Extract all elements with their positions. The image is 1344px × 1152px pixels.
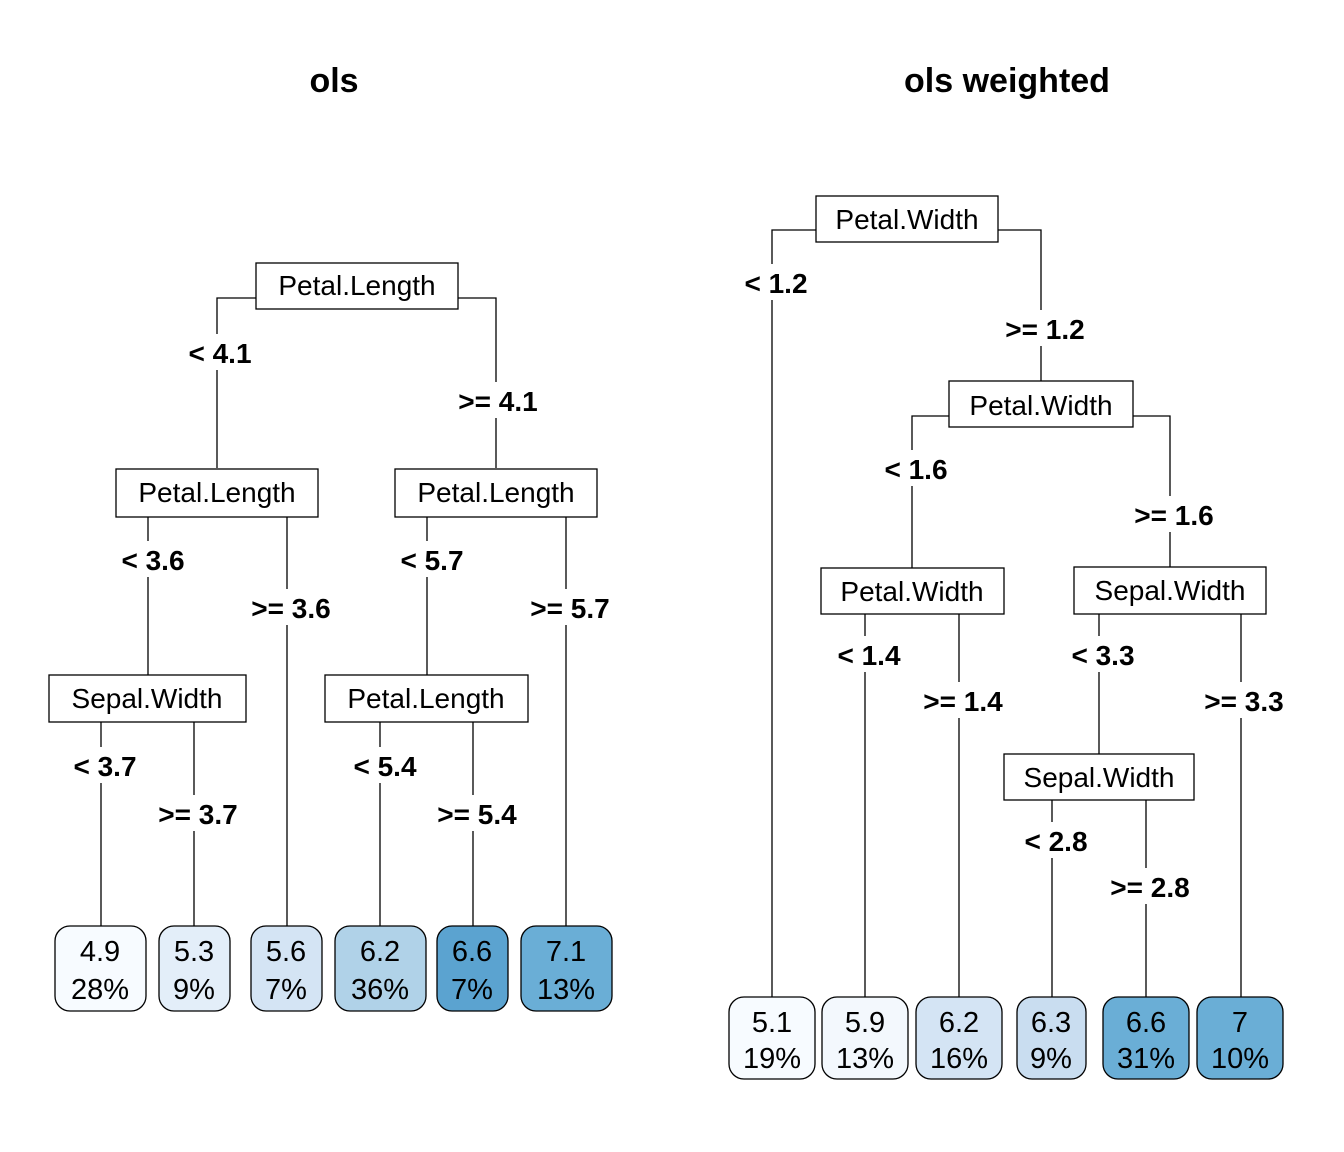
split-condition: < 5.4 [353, 751, 416, 782]
split-condition: >= 2.8 [1110, 872, 1189, 903]
split-variable: Sepal.Width [72, 683, 223, 714]
leaf-node: 4.9 28% [54, 925, 147, 1012]
split-node: Sepal.Width [1073, 566, 1267, 615]
leaf-percent: 9% [173, 974, 215, 1006]
split-variable: Petal.Width [835, 204, 978, 235]
edge [771, 229, 816, 997]
split-variable: Petal.Length [417, 477, 574, 508]
leaf-node: 5.6 7% [250, 925, 323, 1012]
leaf-node: 6.2 36% [334, 925, 427, 1012]
split-node: Sepal.Width [1003, 753, 1195, 801]
leaf-value: 5.1 [752, 1007, 792, 1039]
split-node: Petal.Width [948, 380, 1134, 428]
split-condition: >= 1.6 [1134, 500, 1213, 531]
leaf-percent: 28% [71, 974, 129, 1006]
tree-title: ols [309, 62, 358, 100]
split-condition: >= 5.7 [530, 593, 609, 624]
leaf-value: 5.6 [266, 936, 306, 968]
leaf-value: 4.9 [80, 936, 120, 968]
split-node: Petal.Length [394, 468, 598, 518]
leaf-value: 6.6 [1126, 1007, 1166, 1039]
split-condition: >= 3.7 [158, 799, 237, 830]
split-variable: Petal.Length [278, 270, 435, 301]
leaf-value: 5.9 [845, 1007, 885, 1039]
edge [911, 415, 949, 568]
leaf-percent: 7% [265, 974, 307, 1006]
edge [216, 297, 256, 468]
split-node: Petal.Length [115, 468, 319, 518]
leaf-percent: 19% [743, 1043, 801, 1075]
leaf-percent: 10% [1211, 1043, 1269, 1075]
leaf-node: 6.6 31% [1102, 996, 1190, 1080]
leaf-node: 7.1 13% [520, 925, 613, 1012]
leaf-nodes: 5.1 19% 5.9 13% 6.2 16% 6.3 9% 6.6 3 [728, 996, 1284, 1080]
leaf-value: 6.2 [939, 1007, 979, 1039]
leaf-node: 5.3 9% [158, 925, 231, 1012]
split-condition: < 2.8 [1024, 826, 1087, 857]
leaf-node: 5.9 13% [821, 996, 909, 1080]
edge [998, 229, 1042, 381]
tree-title: ols weighted [904, 62, 1110, 100]
leaf-node: 6.3 9% [1016, 996, 1087, 1080]
split-nodes: Petal.Length Petal.Length Petal.Length S… [48, 262, 598, 723]
split-variable: Petal.Width [969, 390, 1112, 421]
split-node: Petal.Width [820, 567, 1005, 615]
split-node: Petal.Width [815, 195, 999, 243]
split-conditions: < 4.1 >= 4.1 < 3.6 >= 3.6 < 5.7 >= 5.7 <… [65, 334, 618, 831]
leaf-value: 6.6 [452, 936, 492, 968]
leaf-value: 6.2 [360, 936, 400, 968]
split-variable: Petal.Length [138, 477, 295, 508]
split-condition: >= 1.4 [923, 686, 1003, 717]
split-node: Sepal.Width [48, 674, 247, 723]
leaf-value: 7 [1232, 1007, 1248, 1039]
leaf-percent: 16% [930, 1043, 988, 1075]
leaf-percent: 31% [1117, 1043, 1175, 1075]
edge [1133, 415, 1171, 567]
split-condition: < 1.4 [837, 640, 900, 671]
split-variable: Sepal.Width [1024, 762, 1175, 793]
leaf-value: 5.3 [174, 936, 214, 968]
leaf-percent: 36% [351, 974, 409, 1006]
split-nodes: Petal.Width Petal.Width Petal.Width Sepa… [815, 195, 1267, 801]
split-variable: Petal.Width [840, 576, 983, 607]
split-condition: < 3.3 [1071, 640, 1134, 671]
split-variable: Petal.Length [347, 683, 504, 714]
split-condition: >= 1.2 [1005, 314, 1084, 345]
split-node: Petal.Length [324, 674, 529, 723]
split-conditions: < 1.2 >= 1.2 < 1.6 >= 1.6 < 1.4 >= 1.4 <… [736, 264, 1292, 904]
leaf-percent: 13% [537, 974, 595, 1006]
split-condition: < 5.7 [400, 545, 463, 576]
split-condition: < 3.6 [121, 545, 184, 576]
split-condition: < 1.6 [884, 454, 947, 485]
leaf-value: 7.1 [546, 936, 586, 968]
split-condition: >= 3.3 [1204, 686, 1283, 717]
leaf-value: 6.3 [1031, 1007, 1071, 1039]
split-condition: >= 5.4 [437, 799, 517, 830]
tree-ols: ols < 4.1 >= 4.1 < 3.6 >= 3.6 < 5.7 [48, 62, 618, 1012]
split-variable: Sepal.Width [1095, 575, 1246, 606]
leaf-node: 7 10% [1196, 996, 1284, 1080]
leaf-nodes: 4.9 28% 5.3 9% 5.6 7% 6.2 36% 6.6 7% [54, 925, 613, 1012]
leaf-percent: 7% [451, 974, 493, 1006]
split-condition: < 4.1 [188, 338, 251, 369]
leaf-percent: 13% [836, 1043, 894, 1075]
split-condition: < 1.2 [744, 268, 807, 299]
leaf-node: 5.1 19% [728, 996, 816, 1080]
leaf-node: 6.6 7% [436, 925, 509, 1012]
leaf-percent: 9% [1030, 1043, 1072, 1075]
split-condition: >= 3.6 [251, 593, 330, 624]
leaf-node: 6.2 16% [915, 996, 1003, 1080]
split-node: Petal.Length [255, 262, 459, 310]
split-condition: < 3.7 [73, 751, 136, 782]
tree-ols-weighted: ols weighted < 1.2 >= 1.2 < 1.6 >= 1.6 [728, 62, 1292, 1080]
split-condition: >= 4.1 [458, 386, 537, 417]
